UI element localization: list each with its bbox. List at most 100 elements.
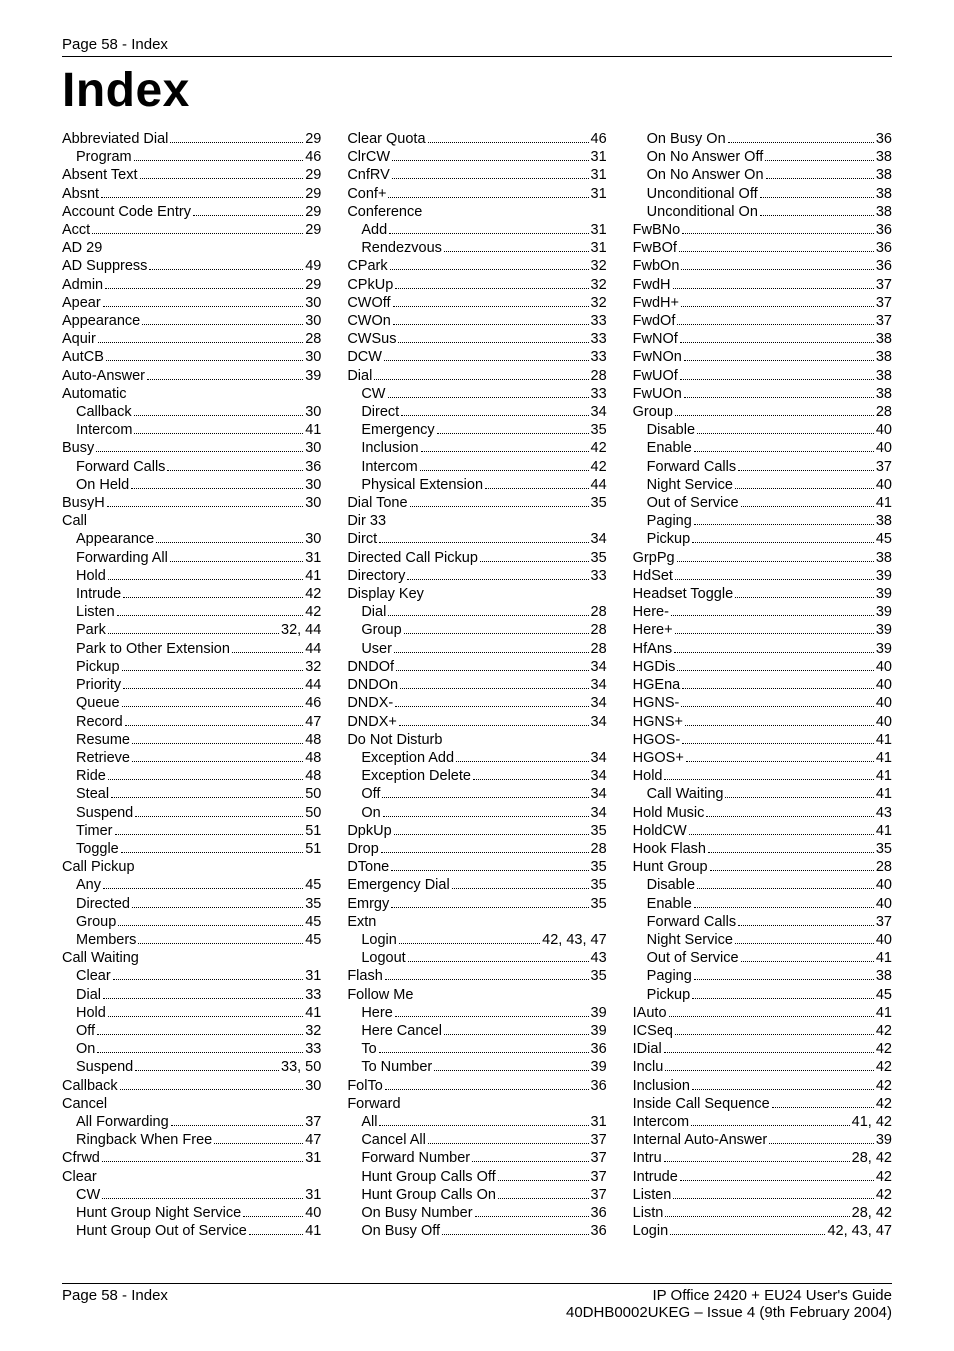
- index-entry: HfAns39: [633, 640, 892, 658]
- index-entry: Admin29: [62, 276, 321, 294]
- index-entry-page: 35: [591, 858, 607, 876]
- index-entry: Off34: [347, 785, 606, 803]
- index-entry: Dial28: [347, 603, 606, 621]
- leader-dots: [421, 440, 589, 453]
- index-entry-label: On: [361, 804, 380, 822]
- leader-dots: [142, 312, 303, 325]
- index-entry: CWSus33: [347, 330, 606, 348]
- index-entry: Intercom42: [347, 458, 606, 476]
- leader-dots: [123, 585, 303, 598]
- index-entry-label: Paging: [647, 967, 692, 985]
- leader-dots: [122, 658, 304, 671]
- leader-dots: [391, 859, 588, 872]
- index-entry-label: Group: [76, 913, 116, 931]
- index-entry-label: To Number: [361, 1058, 432, 1076]
- index-entry: Emrgy35: [347, 895, 606, 913]
- index-entry-label: AD Suppress: [62, 257, 147, 275]
- index-entry: Acct29: [62, 221, 321, 239]
- leader-dots: [392, 167, 589, 180]
- index-entry-label: Call Waiting: [62, 950, 139, 966]
- index-entry-label: Forward Calls: [647, 913, 736, 931]
- index-entry-label: HfAns: [633, 640, 673, 658]
- index-entry-page: 28: [591, 640, 607, 658]
- index-entry-page: 34: [591, 749, 607, 767]
- index-entry-page: 30: [305, 1077, 321, 1095]
- index-entry-page: 34: [591, 403, 607, 421]
- leader-dots: [434, 1059, 588, 1072]
- index-entry-page: 32: [591, 276, 607, 294]
- leader-dots: [766, 167, 874, 180]
- index-entry: Flash35: [347, 967, 606, 985]
- index-entry-label: Abbreviated Dial: [62, 130, 168, 148]
- leader-dots: [135, 1059, 279, 1072]
- index-entry-label: Disable: [647, 421, 695, 439]
- page-header: Page 58 - Index: [62, 36, 892, 57]
- index-entry-label: DCW: [347, 348, 382, 366]
- index-entry-page: 38: [876, 512, 892, 530]
- index-entry-page: 42: [876, 1077, 892, 1095]
- index-entry: Disable40: [633, 876, 892, 894]
- index-entry-page: 28: [876, 858, 892, 876]
- leader-dots: [681, 258, 873, 271]
- leader-dots: [381, 840, 589, 853]
- index-entry-page: 49: [305, 257, 321, 275]
- index-entry-page: 37: [591, 1131, 607, 1149]
- index-entry: Inside Call Sequence42: [633, 1095, 892, 1113]
- index-entry-label: Appearance: [62, 312, 140, 330]
- index-entry: Auto-Answer39: [62, 367, 321, 385]
- index-entry-page: 42: [876, 1022, 892, 1040]
- leader-dots: [669, 1004, 874, 1017]
- index-entry: All31: [347, 1113, 606, 1131]
- index-entry: On Busy Number36: [347, 1204, 606, 1222]
- index-entry: ICSeq42: [633, 1022, 892, 1040]
- index-entry-page: 42, 43, 47: [827, 1222, 892, 1240]
- leader-dots: [106, 349, 303, 362]
- index-entry-label: Suspend: [76, 804, 133, 822]
- index-entry: On No Answer On38: [633, 166, 892, 184]
- leader-dots: [140, 167, 304, 180]
- leader-dots: [689, 822, 874, 835]
- index-entry-label: Resume: [76, 731, 130, 749]
- index-entry-page: 35: [591, 967, 607, 985]
- index-entry: Hold Music43: [633, 804, 892, 822]
- leader-dots: [399, 931, 540, 944]
- leader-dots: [665, 1059, 874, 1072]
- index-entry: Follow Me: [347, 986, 606, 1004]
- index-entry-label: Follow Me: [347, 987, 413, 1003]
- index-entry-label: Conf+: [347, 185, 386, 203]
- index-entry-page: 39: [591, 1058, 607, 1076]
- index-entry-page: 30: [305, 476, 321, 494]
- leader-dots: [170, 130, 303, 143]
- index-entry: HGOS+41: [633, 749, 892, 767]
- leader-dots: [665, 1204, 849, 1217]
- index-entry: FwBNo36: [633, 221, 892, 239]
- index-entry-label: Inclusion: [633, 1077, 690, 1095]
- index-entry-label: CW: [76, 1186, 100, 1204]
- index-entry: Drop28: [347, 840, 606, 858]
- index-entry-page: 32: [305, 658, 321, 676]
- index-entry: Park to Other Extension44: [62, 640, 321, 658]
- index-entry: Cancel: [62, 1095, 321, 1113]
- index-entry-page: 51: [305, 840, 321, 858]
- index-entry-page: 33: [591, 567, 607, 585]
- index-entry-page: 38: [876, 549, 892, 567]
- index-entry-page: 29: [305, 203, 321, 221]
- index-entry: Here+39: [633, 621, 892, 639]
- leader-dots: [442, 1223, 588, 1236]
- leader-dots: [393, 294, 589, 307]
- index-entry-label: Steal: [76, 785, 109, 803]
- index-entry-page: 40: [876, 713, 892, 731]
- index-entry: Forward Calls37: [633, 458, 892, 476]
- index-entry: Display Key: [347, 585, 606, 603]
- index-entry: Paging38: [633, 967, 892, 985]
- leader-dots: [769, 1132, 874, 1145]
- index-entry-page: 34: [591, 658, 607, 676]
- index-entry-page: 37: [876, 312, 892, 330]
- index-entry-label: Extn: [347, 914, 376, 930]
- index-entry: Dir 33: [347, 512, 606, 530]
- index-entry: Forward Calls37: [633, 913, 892, 931]
- leader-dots: [692, 986, 874, 999]
- index-entry-page: 31: [305, 1186, 321, 1204]
- leader-dots: [401, 403, 588, 416]
- leader-dots: [670, 1223, 825, 1236]
